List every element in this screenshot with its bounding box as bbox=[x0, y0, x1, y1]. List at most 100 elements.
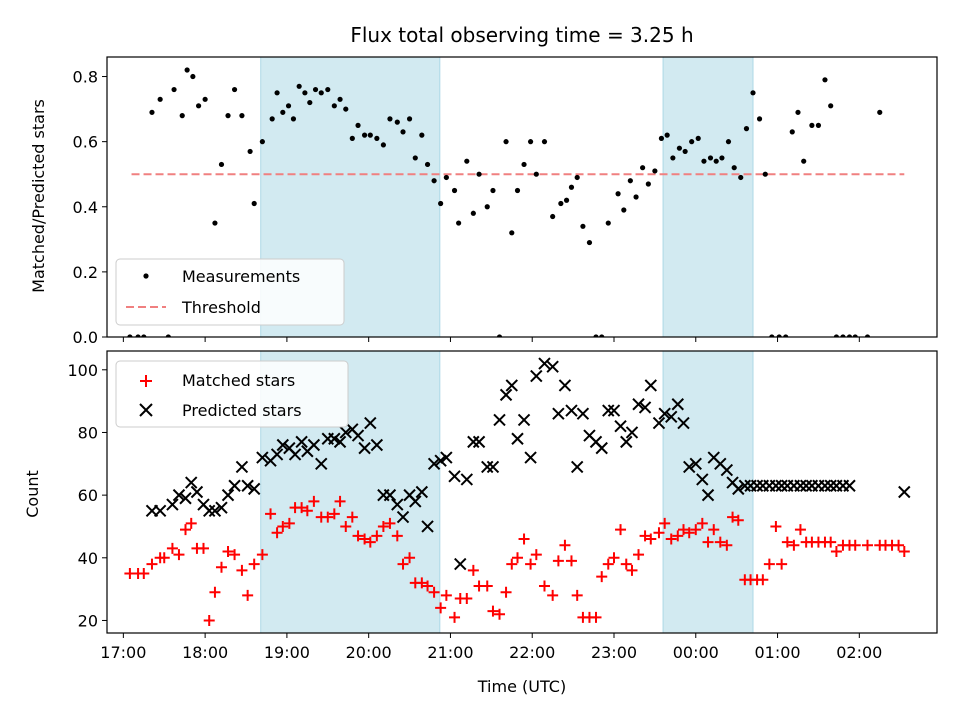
measurement-point bbox=[762, 171, 768, 177]
predicted-stars-point bbox=[538, 357, 551, 370]
matched-stars-point bbox=[397, 558, 409, 570]
measurement-point bbox=[171, 86, 177, 93]
matched-stars-point bbox=[645, 533, 657, 545]
predicted-stars-point bbox=[530, 369, 543, 383]
predicted-stars-point bbox=[351, 429, 365, 442]
predicted-stars-point bbox=[288, 448, 302, 461]
measurement-point bbox=[846, 334, 853, 337]
matched-stars-point bbox=[506, 558, 518, 570]
matched-stars-point bbox=[146, 558, 158, 570]
measurement-point bbox=[184, 67, 190, 73]
matched-stars-point bbox=[242, 589, 254, 601]
bottom-shaded-interval-1 bbox=[662, 351, 754, 633]
matched-stars-point bbox=[678, 524, 690, 536]
predicted-stars-point bbox=[370, 438, 384, 452]
measurement-point bbox=[652, 168, 658, 174]
matched-stars-point bbox=[180, 524, 192, 536]
matched-stars-point bbox=[690, 524, 702, 536]
predicted-stars-point bbox=[576, 407, 590, 420]
predicted-stars-point bbox=[358, 441, 371, 455]
predicted-stars-point bbox=[824, 479, 837, 492]
measurement-point bbox=[412, 155, 418, 161]
matched-stars-point bbox=[173, 549, 185, 561]
top-shaded-interval-1 bbox=[662, 57, 754, 337]
chart-title: Flux total observing time = 3.25 h bbox=[350, 23, 693, 47]
predicted-stars-point bbox=[333, 435, 347, 449]
measurement-point bbox=[367, 132, 373, 138]
measurement-point bbox=[883, 0, 888, 3]
matched-stars-point bbox=[552, 555, 564, 567]
predicted-stars-point bbox=[185, 476, 198, 489]
measurement-point bbox=[343, 106, 349, 112]
matched-stars-point bbox=[371, 530, 383, 542]
measurement-point bbox=[670, 155, 676, 161]
predicted-stars-point bbox=[179, 492, 192, 505]
predicted-stars-point bbox=[696, 473, 709, 486]
matched-stars-point bbox=[209, 586, 221, 598]
predicted-stars-point bbox=[638, 401, 652, 414]
predicted-stars-point bbox=[595, 441, 608, 455]
predicted-stars-point bbox=[524, 451, 537, 464]
matched-stars-point bbox=[384, 517, 396, 529]
measurement-point bbox=[325, 86, 331, 93]
top-y-tick-label: 0.8 bbox=[73, 68, 98, 87]
predicted-stars-point bbox=[665, 410, 678, 424]
matched-stars-point bbox=[334, 495, 346, 507]
x-tick-label: 20:00 bbox=[346, 643, 392, 662]
measurement-point bbox=[795, 109, 801, 115]
x-tick-label: 02:00 bbox=[836, 643, 882, 662]
measurement-point bbox=[400, 129, 406, 135]
predicted-stars-point bbox=[467, 435, 480, 449]
predicted-stars-point bbox=[775, 479, 788, 492]
matched-stars-point bbox=[538, 580, 550, 592]
predicted-stars-point bbox=[448, 470, 461, 483]
matched-stars-point bbox=[185, 517, 197, 529]
measurement-point bbox=[361, 132, 368, 138]
measurement-point bbox=[149, 109, 155, 115]
measurement-point bbox=[776, 334, 782, 337]
measurement-point bbox=[387, 116, 393, 122]
x-tick-label: 22:00 bbox=[509, 643, 555, 662]
legend-measurements-label: Measurements bbox=[182, 267, 300, 286]
matched-stars-point bbox=[672, 530, 684, 542]
measurement-point bbox=[563, 197, 570, 203]
predicted-stars-point bbox=[270, 448, 284, 461]
matched-stars-point bbox=[391, 530, 403, 542]
matched-stars-point bbox=[559, 539, 571, 551]
x-axis-label: Time (UTC) bbox=[477, 677, 566, 696]
measurement-point bbox=[615, 191, 621, 197]
matched-stars-point bbox=[714, 536, 726, 548]
measurement-point bbox=[750, 90, 756, 96]
matched-stars-point bbox=[449, 611, 461, 623]
matched-stars-point bbox=[571, 589, 583, 601]
matched-stars-point bbox=[500, 586, 512, 598]
measurement-point bbox=[550, 213, 556, 220]
matched-stars-point bbox=[708, 524, 720, 536]
measurement-point bbox=[251, 200, 257, 207]
predicted-stars-point bbox=[190, 485, 204, 499]
measurement-point bbox=[852, 334, 858, 337]
measurement-point bbox=[769, 334, 775, 337]
measurement-point bbox=[464, 158, 470, 164]
predicted-stars-point bbox=[247, 482, 261, 496]
measurement-point bbox=[470, 210, 476, 216]
measurement-point bbox=[431, 178, 437, 184]
matched-stars-point bbox=[440, 589, 452, 601]
predicted-stars-point bbox=[228, 479, 241, 492]
matched-stars-point bbox=[794, 524, 806, 536]
predicted-stars-point bbox=[307, 438, 321, 452]
measurement-point bbox=[514, 187, 521, 194]
x-tick-label: 21:00 bbox=[427, 643, 473, 662]
measurement-point bbox=[259, 139, 265, 145]
bottom-y-tick-label: 100 bbox=[67, 361, 98, 380]
measurement-point bbox=[394, 119, 400, 125]
matched-stars-point bbox=[525, 558, 537, 570]
matched-stars-point bbox=[428, 586, 440, 598]
measurement-point bbox=[247, 148, 253, 155]
predicted-stars-point bbox=[235, 460, 249, 474]
measurement-point bbox=[135, 334, 141, 337]
measurement-point bbox=[218, 161, 225, 168]
matched-stars-point bbox=[364, 536, 376, 548]
predicted-stars-point bbox=[208, 504, 222, 518]
measurement-point bbox=[496, 334, 503, 337]
